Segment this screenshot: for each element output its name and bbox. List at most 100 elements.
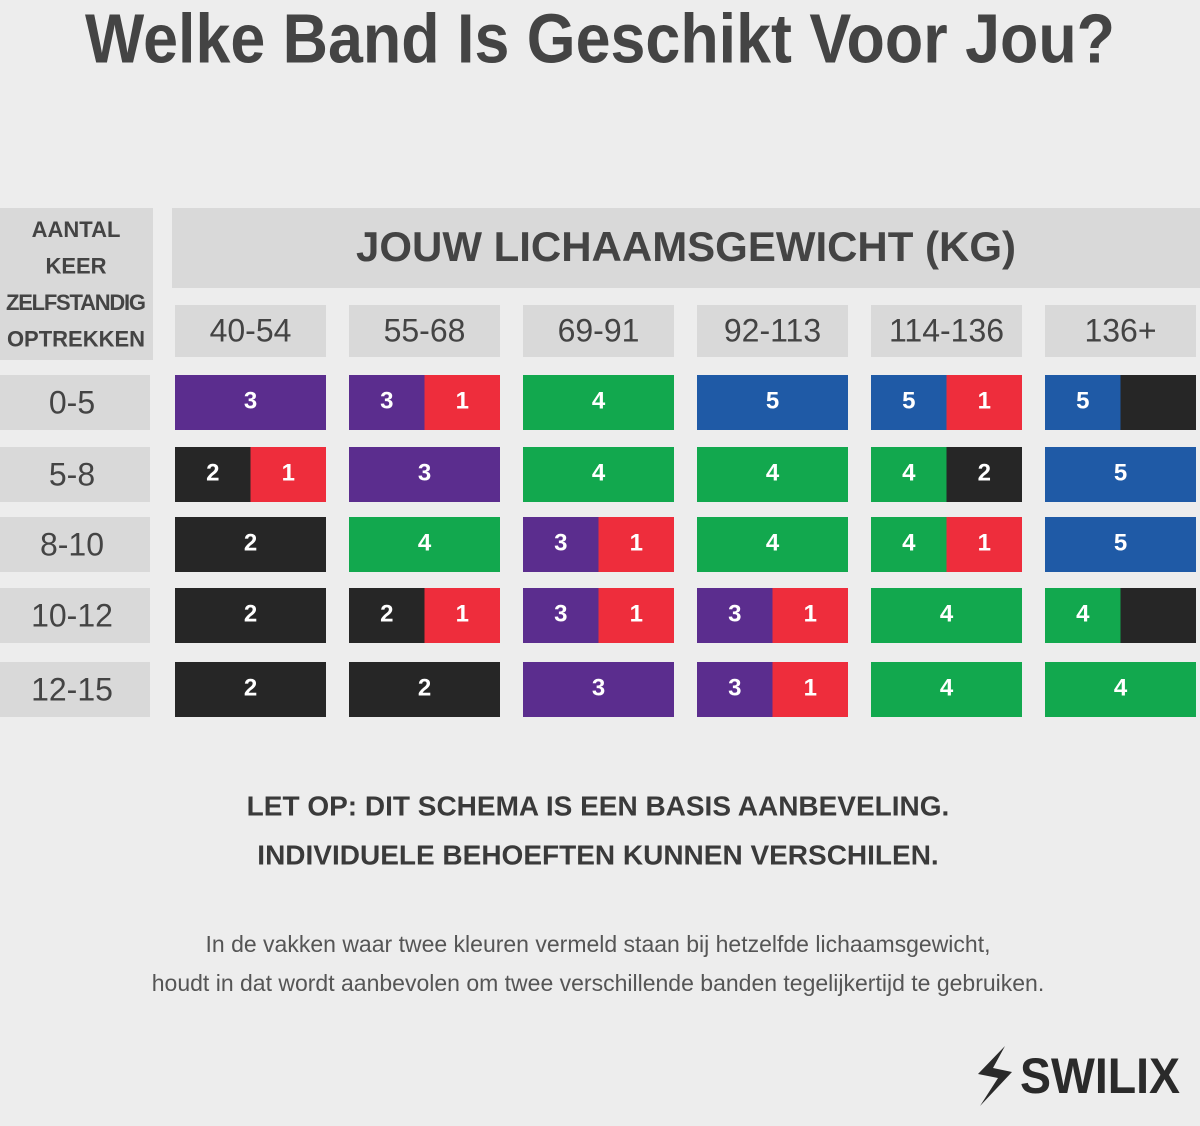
band-segment — [697, 375, 848, 430]
band-label: 5 — [1114, 529, 1127, 556]
band-label: 1 — [804, 674, 817, 701]
row-label-box — [0, 375, 150, 430]
footnote-line: In de vakken waar twee kleuren vermeld s… — [206, 931, 991, 957]
band-segment — [349, 375, 425, 430]
band-label: 3 — [418, 459, 431, 486]
band-segment — [250, 447, 326, 502]
row-label-box — [0, 588, 150, 643]
band-label: 3 — [554, 529, 567, 556]
row-header-line: AANTAL — [32, 217, 121, 242]
column-header-box — [697, 305, 848, 357]
band-segment — [946, 517, 1022, 572]
band-label: 1 — [630, 600, 643, 627]
band-segment — [871, 517, 947, 572]
band-segment — [1120, 588, 1196, 643]
band-label: 1 — [630, 529, 643, 556]
band-label: 4 — [766, 529, 780, 556]
row-label: 10-12 — [31, 597, 113, 633]
band-segment — [598, 588, 674, 643]
band-label: 5 — [1076, 387, 1089, 414]
band-label: 2 — [206, 459, 219, 486]
band-segment — [175, 375, 326, 430]
band-label: 4 — [592, 459, 606, 486]
band-label: 4 — [418, 529, 432, 556]
row-label-box — [0, 517, 150, 572]
band-segment — [871, 447, 947, 502]
row-label: 5-8 — [49, 456, 95, 492]
row-label-box — [0, 662, 150, 717]
band-segment — [871, 588, 1022, 643]
band-segment — [697, 588, 773, 643]
band-segment — [523, 588, 599, 643]
band-segment — [349, 588, 425, 643]
band-label: 2 — [978, 459, 991, 486]
band-label: 4 — [592, 387, 606, 414]
column-header: 136+ — [1084, 312, 1156, 348]
band-label: 3 — [728, 600, 741, 627]
band-segment — [1045, 447, 1196, 502]
band-label: 4 — [766, 459, 780, 486]
band-segment — [871, 662, 1022, 717]
band-segment — [349, 447, 500, 502]
row-label: 8-10 — [40, 526, 104, 562]
band-segment — [1045, 662, 1196, 717]
notice-line: INDIVIDUELE BEHOEFTEN KUNNEN VERSCHILEN. — [257, 839, 938, 870]
band-segment — [1045, 517, 1196, 572]
row-label: 12-15 — [31, 671, 113, 707]
band-label: 3 — [244, 387, 257, 414]
band-segment — [175, 517, 326, 572]
row-label-box — [0, 447, 150, 502]
title: Welke Band Is Geschikt Voor Jou? — [85, 0, 1115, 77]
band-segment — [697, 517, 848, 572]
band-label: 4 — [940, 600, 954, 627]
notice-line: LET OP: DIT SCHEMA IS EEN BASIS AANBEVEL… — [247, 790, 950, 821]
band-segment — [523, 517, 599, 572]
band-segment — [772, 662, 848, 717]
column-header: 40-54 — [210, 312, 292, 348]
column-header: 69-91 — [558, 312, 640, 348]
logo-icon — [978, 1046, 1012, 1106]
band-segment — [175, 662, 326, 717]
band-label: 2 — [380, 600, 393, 627]
column-header-box — [1045, 305, 1196, 357]
row-label: 0-5 — [49, 384, 95, 420]
column-group-header-box — [172, 208, 1200, 288]
column-header-box — [349, 305, 500, 357]
band-segment — [1045, 375, 1121, 430]
column-header-box — [175, 305, 326, 357]
row-header-box — [0, 208, 153, 360]
band-label: 4 — [902, 529, 916, 556]
band-label: 5 — [902, 387, 915, 414]
band-segment — [697, 662, 773, 717]
band-label: 3 — [554, 600, 567, 627]
band-segment — [175, 447, 251, 502]
band-label: 3 — [728, 674, 741, 701]
band-label: 4 — [1114, 674, 1128, 701]
band-segment — [1045, 588, 1121, 643]
band-segment — [175, 588, 326, 643]
band-segment — [523, 662, 674, 717]
band-segment — [349, 662, 500, 717]
band-label: 5 — [1114, 459, 1127, 486]
band-label: 1 — [978, 387, 991, 414]
band-label: 1 — [282, 459, 295, 486]
band-segment — [871, 375, 947, 430]
column-header-box — [523, 305, 674, 357]
column-header: 114-136 — [889, 312, 1004, 348]
band-segment — [349, 517, 500, 572]
band-label: 2 — [418, 674, 431, 701]
band-label: 4 — [1076, 600, 1090, 627]
footnote-line: houdt in dat wordt aanbevolen om twee ve… — [152, 970, 1044, 996]
band-segment — [697, 447, 848, 502]
row-header-line: ZELFSTANDIG — [6, 290, 146, 315]
band-label: 2 — [244, 674, 257, 701]
column-header: 55-68 — [384, 312, 466, 348]
band-segment — [1120, 375, 1196, 430]
band-label: 3 — [592, 674, 605, 701]
band-label: 1 — [978, 529, 991, 556]
band-label: 4 — [902, 459, 916, 486]
logo: SWILIX — [1020, 1048, 1180, 1104]
band-segment — [946, 375, 1022, 430]
